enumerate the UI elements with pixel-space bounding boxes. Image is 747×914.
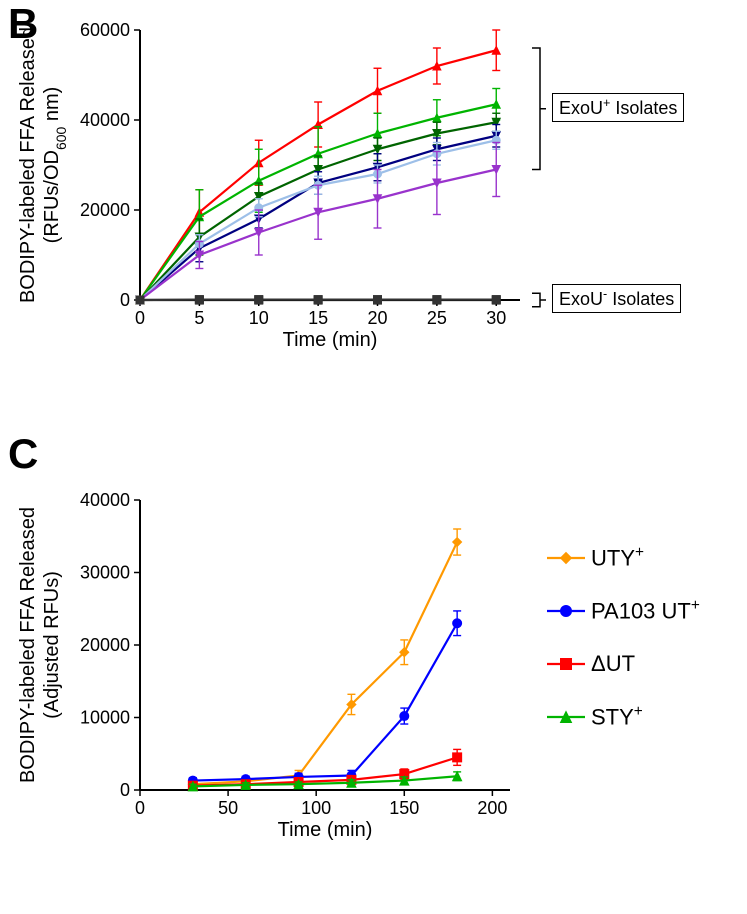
legend-item: UTY+ <box>545 540 700 576</box>
legend-item: STY+ <box>545 699 700 735</box>
legend-item: PA103 UT+ <box>545 593 700 629</box>
legend-marker <box>545 548 585 568</box>
svg-text:BODIPY-labeled FFA Released: BODIPY-labeled FFA Released <box>17 507 39 783</box>
svg-text:150: 150 <box>389 798 419 818</box>
svg-text:30: 30 <box>486 308 506 328</box>
svg-text:40000: 40000 <box>80 110 130 130</box>
svg-text:0: 0 <box>120 780 130 800</box>
svg-text:100: 100 <box>301 798 331 818</box>
svg-text:40000: 40000 <box>80 490 130 510</box>
svg-text:Time (min): Time (min) <box>283 329 378 351</box>
legend-item: ΔUT <box>545 646 700 682</box>
svg-text:25: 25 <box>427 308 447 328</box>
panel-c-legend: UTY+ PA103 UT+ ΔUT STY+ <box>545 540 700 752</box>
legend-label: STY+ <box>591 703 643 730</box>
svg-text:5: 5 <box>194 308 204 328</box>
legend-label: UTY+ <box>591 544 644 571</box>
svg-text:50: 50 <box>218 798 238 818</box>
svg-text:(RFUs/OD600 nm): (RFUs/OD600 nm) <box>41 87 69 244</box>
svg-text:60000: 60000 <box>80 20 130 40</box>
panel-c-label: C <box>8 430 38 478</box>
annotation-box: ExoU- Isolates <box>552 284 681 313</box>
legend-marker <box>545 654 585 674</box>
svg-text:20: 20 <box>367 308 387 328</box>
svg-text:15: 15 <box>308 308 328 328</box>
legend-marker <box>545 601 585 621</box>
svg-text:20000: 20000 <box>80 635 130 655</box>
annotation-box: ExoU+ Isolates <box>552 93 684 122</box>
legend-label: ΔUT <box>591 651 635 677</box>
svg-text:20000: 20000 <box>80 200 130 220</box>
panel-b-label: B <box>8 0 38 48</box>
svg-text:0: 0 <box>120 290 130 310</box>
svg-text:(Adjusted RFUs): (Adjusted RFUs) <box>41 571 63 719</box>
legend-marker <box>545 707 585 727</box>
legend-label: PA103 UT+ <box>591 597 700 624</box>
svg-text:10: 10 <box>249 308 269 328</box>
svg-text:10000: 10000 <box>80 708 130 728</box>
svg-text:BODIPY-labeled FFA Released: BODIPY-labeled FFA Released <box>17 27 39 303</box>
svg-text:30000: 30000 <box>80 563 130 583</box>
svg-text:0: 0 <box>135 308 145 328</box>
svg-text:0: 0 <box>135 798 145 818</box>
svg-text:200: 200 <box>477 798 507 818</box>
svg-text:Time (min): Time (min) <box>278 819 373 841</box>
